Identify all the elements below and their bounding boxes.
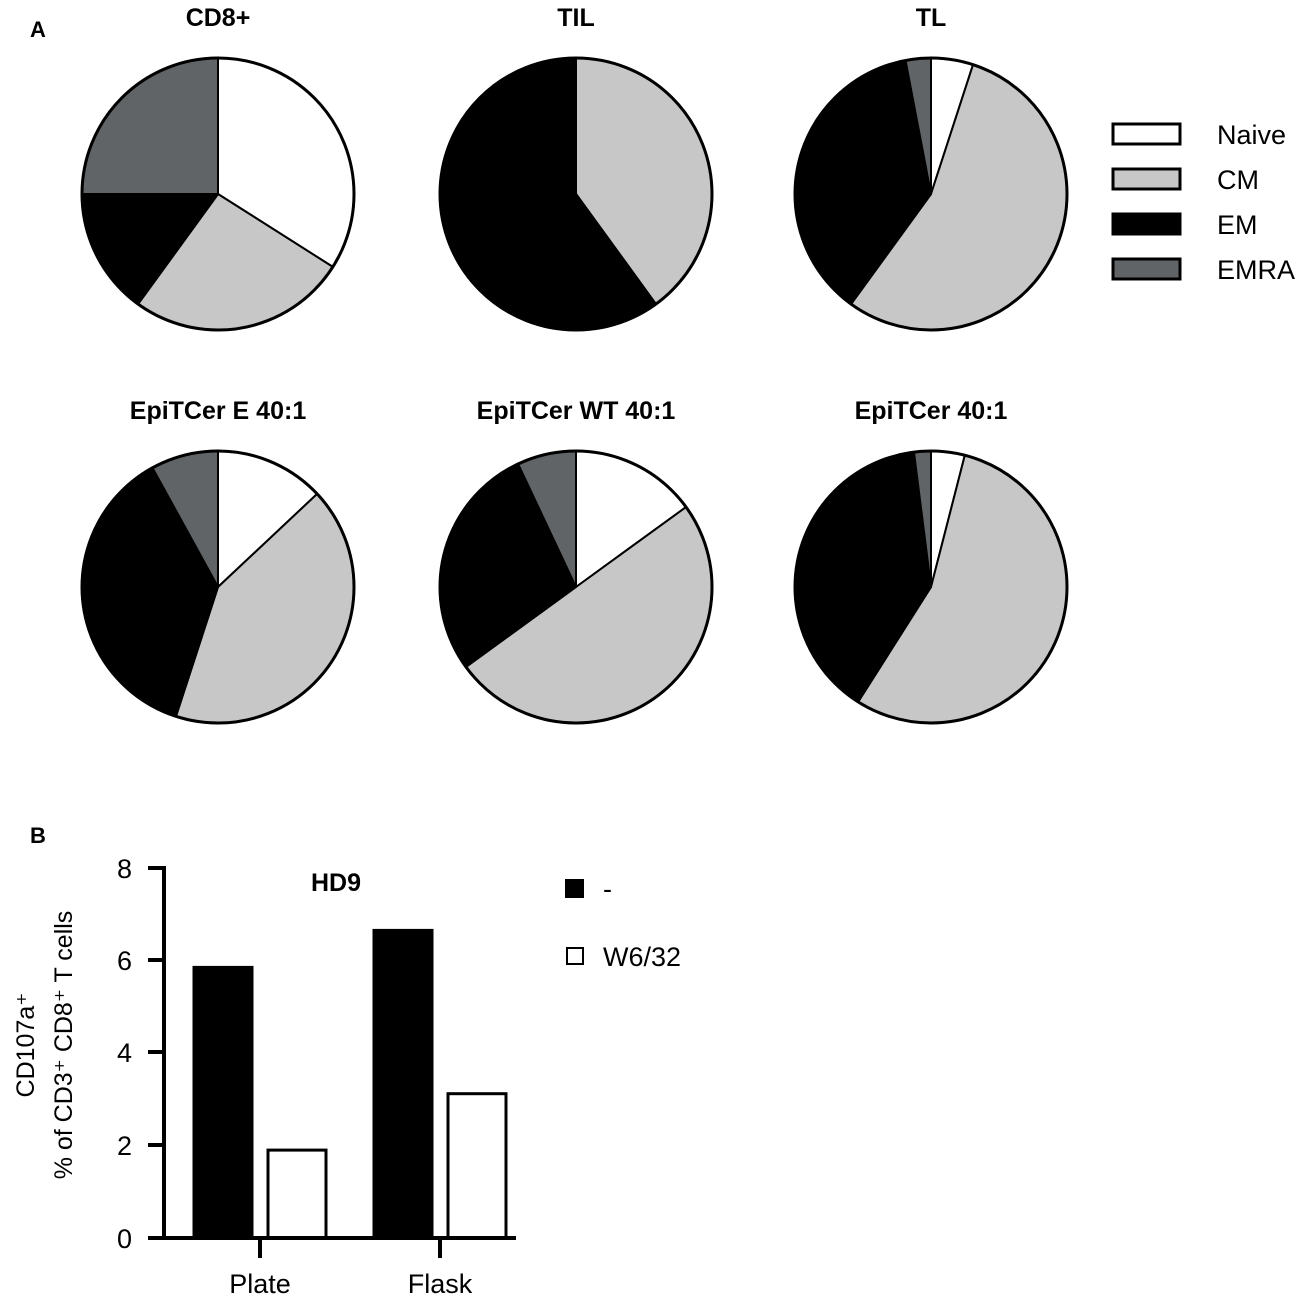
bars (192, 928, 508, 1240)
y-tick-label: 2 (117, 1131, 132, 1161)
bar-legend: - W6/32 (565, 874, 681, 972)
pie-title: EpiTCer WT 40:1 (477, 397, 676, 425)
pie-chart-tl: TL (793, 4, 1069, 332)
bar-plate-w632 (266, 1148, 328, 1240)
pie-chart-cd8: CD8+ (80, 4, 356, 332)
legend-label-cm: CM (1217, 165, 1259, 195)
pie-slices (438, 449, 714, 725)
bar-plate-minus (192, 965, 254, 1240)
legend-label-w632: W6/32 (603, 942, 681, 972)
x-tick-label-plate: Plate (229, 1269, 291, 1299)
panel-b-label: B (30, 823, 46, 848)
y-tick-label: 8 (117, 854, 132, 884)
pie-slices (793, 56, 1069, 332)
legend-swatch-naive (1111, 122, 1182, 146)
pie-outline (80, 56, 356, 332)
pie-outline (793, 56, 1069, 332)
pie-slices (80, 56, 356, 332)
pie-title: EpiTCer E 40:1 (130, 397, 307, 425)
pie-outline (80, 449, 356, 725)
pie-chart-til: TIL (438, 4, 714, 332)
bar-chart: HD9 CD107a⁺ % of CD3⁺ CD8⁺ T cells 8 6 4… (12, 854, 681, 1299)
pie-title: TIL (557, 4, 595, 32)
pie-chart-epitcer-wt: EpiTCer WT 40:1 (438, 397, 714, 725)
y-tick-label: 6 (117, 946, 132, 976)
legend-swatch-w632 (566, 947, 584, 965)
pie-slices (793, 449, 1069, 725)
legend-swatch-minus (565, 879, 584, 898)
legend-swatch-em (1111, 212, 1182, 236)
pie-outline (793, 449, 1069, 725)
pie-outline (438, 449, 714, 725)
x-tick-label-flask: Flask (408, 1269, 473, 1299)
bar-chart-title: HD9 (311, 869, 361, 897)
pie-title: TL (916, 4, 947, 32)
pie-title: EpiTCer 40:1 (855, 397, 1008, 425)
legend-label-minus: - (603, 874, 612, 904)
y-tick-label: 0 (117, 1224, 132, 1254)
pie-outline (438, 56, 714, 332)
bar-flask-w632 (446, 1092, 508, 1240)
x-axis: Plate Flask (162, 1236, 516, 1299)
bar-flask-minus (372, 928, 434, 1240)
pie-title: CD8+ (186, 4, 251, 32)
pie-slices (80, 449, 356, 725)
pie-chart-epitcer: EpiTCer 40:1 (793, 397, 1069, 725)
y-axis-label-line2: % of CD3⁺ CD8⁺ T cells (50, 911, 78, 1180)
legend-label-emra: EMRA (1217, 255, 1295, 285)
legend-label-em: EM (1217, 210, 1258, 240)
y-tick-label: 4 (117, 1038, 132, 1068)
pie-slices (438, 56, 714, 332)
y-axis: 8 6 4 2 0 (117, 854, 166, 1254)
pie-legend: Naive CM EM EMRA (1111, 120, 1295, 285)
legend-swatch-emra (1111, 257, 1182, 281)
pie-slice-emra (81, 57, 219, 195)
legend-swatch-cm (1111, 167, 1182, 191)
y-axis-label-line1: CD107a⁺ (12, 993, 40, 1098)
panel-a-label: A (30, 17, 46, 42)
legend-label-naive: Naive (1217, 120, 1286, 150)
pie-chart-epitcer-e: EpiTCer E 40:1 (80, 397, 356, 725)
